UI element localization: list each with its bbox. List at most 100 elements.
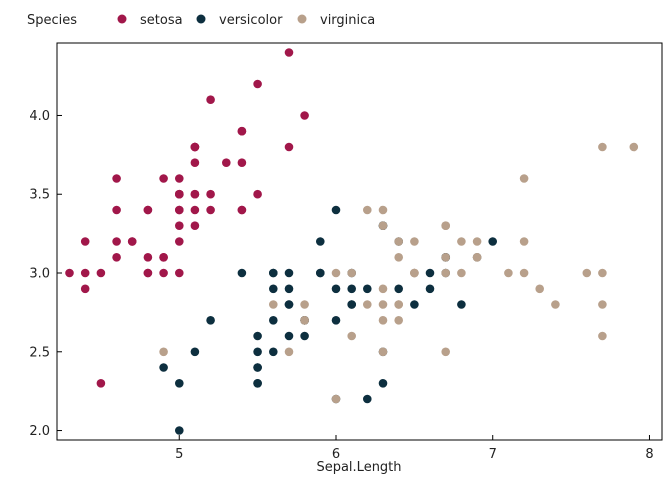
- point-setosa: [175, 189, 184, 199]
- point-setosa: [237, 205, 247, 215]
- point-versicolor: [269, 316, 278, 325]
- point-setosa: [175, 221, 184, 230]
- point-virginica: [441, 347, 451, 357]
- x-tick-label: 7: [489, 447, 497, 462]
- point-setosa: [237, 126, 247, 136]
- point-virginica: [457, 237, 466, 246]
- point-virginica: [457, 268, 466, 278]
- point-virginica: [159, 347, 168, 357]
- point-versicolor: [253, 347, 262, 357]
- point-virginica: [378, 221, 388, 230]
- point-virginica: [378, 347, 388, 357]
- point-virginica: [410, 237, 419, 246]
- point-virginica: [472, 237, 482, 246]
- point-versicolor: [284, 284, 294, 294]
- point-setosa: [112, 252, 121, 262]
- legend-marker-setosa: [117, 14, 127, 24]
- y-tick-label: 2.0: [29, 424, 50, 439]
- x-axis-label: Sepal.Length: [316, 460, 401, 475]
- legend: Species setosa versicolor virginica: [27, 13, 375, 28]
- point-setosa: [300, 111, 309, 120]
- point-virginica: [551, 300, 560, 309]
- point-versicolor: [457, 300, 466, 309]
- point-setosa: [190, 158, 200, 167]
- point-setosa: [237, 158, 247, 167]
- point-virginica: [347, 331, 357, 341]
- point-setosa: [112, 205, 121, 215]
- point-setosa: [96, 268, 106, 278]
- point-versicolor: [316, 237, 325, 246]
- point-versicolor: [175, 426, 184, 435]
- legend-marker-versicolor: [196, 14, 206, 24]
- point-setosa: [190, 189, 200, 199]
- point-virginica: [441, 221, 451, 230]
- point-virginica: [394, 300, 404, 309]
- legend-label-setosa: setosa: [140, 13, 183, 28]
- point-virginica: [441, 252, 451, 262]
- point-virginica: [598, 142, 607, 152]
- point-setosa: [190, 205, 200, 215]
- point-versicolor: [378, 379, 388, 388]
- point-versicolor: [269, 347, 278, 357]
- point-virginica: [519, 174, 529, 183]
- point-versicolor: [331, 205, 341, 215]
- point-versicolor: [331, 284, 341, 294]
- y-tick-label: 2.5: [29, 345, 50, 360]
- point-setosa: [175, 174, 184, 183]
- point-virginica: [394, 237, 404, 246]
- plot-border: [56, 42, 663, 441]
- point-versicolor: [253, 379, 262, 388]
- point-versicolor: [300, 331, 309, 341]
- point-setosa: [175, 268, 184, 278]
- point-virginica: [378, 316, 388, 325]
- point-setosa: [80, 284, 90, 294]
- point-virginica: [331, 268, 341, 278]
- point-virginica: [378, 205, 388, 215]
- point-virginica: [347, 268, 357, 278]
- point-virginica: [363, 300, 372, 309]
- point-setosa: [284, 48, 294, 57]
- point-setosa: [143, 205, 153, 215]
- point-versicolor: [347, 284, 357, 294]
- point-virginica: [394, 252, 404, 262]
- point-setosa: [253, 79, 262, 89]
- point-setosa: [143, 268, 153, 278]
- point-virginica: [519, 237, 529, 246]
- point-setosa: [143, 252, 153, 262]
- point-setosa: [190, 142, 200, 152]
- point-virginica: [598, 331, 607, 341]
- point-virginica: [629, 142, 639, 152]
- legend-title: Species: [27, 13, 77, 28]
- point-versicolor: [363, 284, 372, 294]
- point-versicolor: [425, 268, 435, 278]
- point-versicolor: [363, 394, 372, 404]
- x-tick-label: 8: [645, 447, 653, 462]
- point-virginica: [441, 268, 451, 278]
- point-virginica: [394, 316, 404, 325]
- point-setosa: [112, 237, 121, 246]
- point-versicolor: [175, 379, 184, 388]
- point-setosa: [159, 174, 168, 183]
- point-setosa: [222, 158, 231, 167]
- point-virginica: [519, 268, 529, 278]
- point-setosa: [159, 252, 168, 262]
- point-versicolor: [347, 300, 357, 309]
- point-virginica: [378, 284, 388, 294]
- point-setosa: [253, 189, 262, 199]
- point-virginica: [269, 300, 278, 309]
- point-virginica: [300, 300, 309, 309]
- point-virginica: [598, 268, 607, 278]
- y-tick-label: 3.0: [29, 267, 50, 282]
- point-virginica: [331, 394, 341, 404]
- y-tick-label: 4.0: [29, 109, 50, 124]
- x-tick-label: 5: [175, 447, 183, 462]
- x-tick-label: 6: [332, 447, 340, 462]
- point-versicolor: [253, 363, 262, 372]
- y-axis: 2.0 2.5 3.0 3.5 4.0: [29, 109, 62, 439]
- point-virginica: [284, 347, 294, 357]
- point-setosa: [206, 95, 215, 104]
- point-virginica: [504, 268, 513, 278]
- point-versicolor: [159, 363, 168, 372]
